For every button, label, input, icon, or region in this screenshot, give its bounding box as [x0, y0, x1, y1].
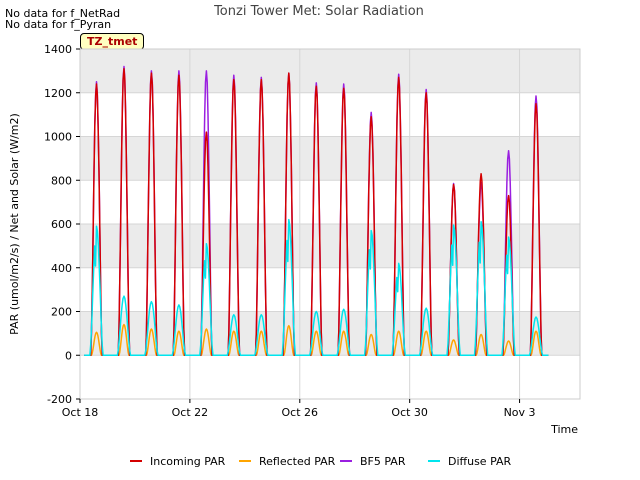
x-axis-label: Time	[550, 423, 578, 436]
y-tick-label: 800	[51, 174, 72, 187]
legend-label-diffuse-par: Diffuse PAR	[448, 455, 512, 468]
x-tick-label: Oct 26	[282, 406, 319, 419]
legend-label-bf5-par: BF5 PAR	[360, 455, 406, 468]
y-tick-label: 200	[51, 306, 72, 319]
y-tick-label: 400	[51, 262, 72, 275]
plot-band	[80, 311, 580, 356]
y-tick-label: 1000	[44, 131, 72, 144]
y-axis-label: PAR (umol/m2/s) / Net and Solar (W/m2)	[8, 113, 21, 335]
chart-title: Tonzi Tower Met: Solar Radiation	[213, 4, 424, 19]
x-tick-label: Nov 3	[504, 406, 536, 419]
legend-label-reflected-par: Reflected PAR	[259, 455, 336, 468]
x-tick-label: Oct 30	[391, 406, 428, 419]
series-line-reflected-par	[84, 323, 549, 357]
plot-band	[80, 49, 580, 93]
y-tick-label: 600	[51, 218, 72, 231]
series-line-diffuse-par	[84, 218, 549, 357]
y-tick-label: 0	[65, 349, 72, 362]
y-tick-label: 1400	[44, 43, 72, 56]
y-tick-label: 1200	[44, 87, 72, 100]
legend-label-incoming-par: Incoming PAR	[150, 455, 226, 468]
x-tick-label: Oct 18	[62, 406, 99, 419]
x-tick-label: Oct 22	[172, 406, 209, 419]
plot-band	[80, 224, 580, 268]
no-data-pyran-note: No data for f_Pyran	[5, 18, 112, 31]
plot-band	[80, 136, 580, 181]
site-label-badge: TZ_tmet	[80, 33, 145, 50]
y-tick-label: -200	[47, 393, 72, 406]
no-data-netrad-note: No data for f_NetRad	[5, 7, 121, 20]
